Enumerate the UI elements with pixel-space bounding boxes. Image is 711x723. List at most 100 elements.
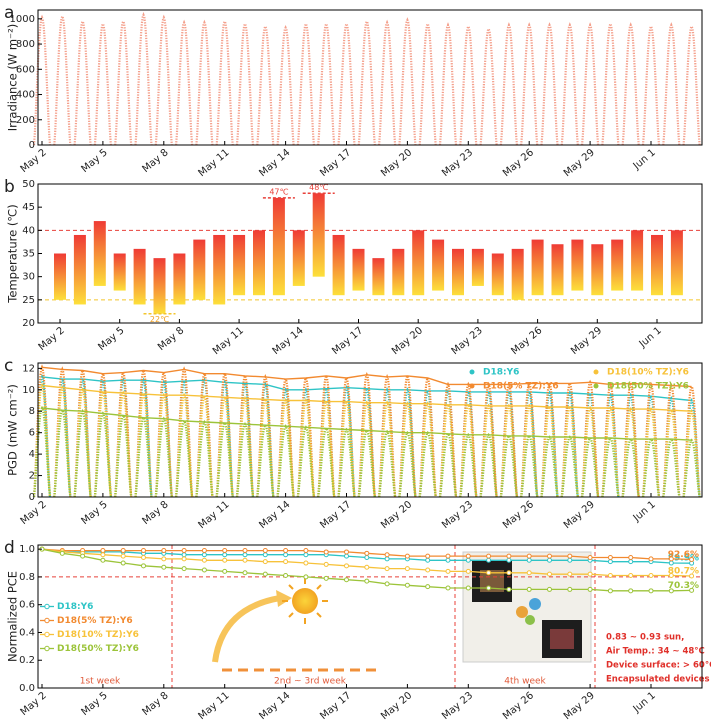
x-tick-label: May 23 [440,147,475,179]
y-tick-label: 0.6 [19,600,35,611]
temperature-bar [253,230,265,296]
daily-cycle [601,21,620,146]
y-tick-label: 6 [29,428,35,439]
daily-cycle [418,375,437,498]
point [364,578,370,584]
point [303,574,309,580]
device-photo [462,551,592,663]
daily-cycle [114,18,133,146]
daily-cycle [256,423,275,498]
point [222,548,228,554]
point [547,571,552,577]
point [404,566,410,572]
point [242,548,248,554]
point [161,564,167,570]
daily-cycle [53,13,72,146]
x-tick-label: May 11 [211,325,246,357]
point [607,559,613,565]
point [222,557,228,563]
point [668,588,674,594]
point [120,560,126,566]
point [607,554,613,560]
daily-cycle [154,14,173,146]
point [344,563,349,569]
temperature-bar [332,234,345,296]
note: Device surface: > 60°C [606,661,711,671]
y-tick-label: 50 [22,179,35,190]
point [587,571,593,577]
daily-cycle [479,26,498,146]
legend-marker [44,631,50,638]
point [100,548,106,554]
daily-cycle [459,402,478,498]
panel-letter: c [4,356,13,376]
decor [529,598,541,610]
temperature-bar [471,248,484,286]
x-tick-label: May 8 [140,499,170,527]
x-tick-label: May 17 [318,499,353,531]
daily-cycle [114,413,133,498]
x-tick-label: Jun 1 [631,147,658,172]
point [547,586,552,592]
temperature-bar [591,244,604,296]
point [607,588,613,594]
point [526,586,532,592]
daily-cycle [682,398,701,498]
temperature-bar [193,239,206,300]
legend-label: D18(50% TZ):Y6 [57,644,139,654]
point [141,548,146,554]
daily-cycle [337,375,356,498]
y-tick-label: 40 [22,225,35,236]
daily-cycle [32,405,52,498]
daily-cycle [560,22,579,146]
daily-cycle [378,19,397,146]
y-tick-label: 400 [16,90,35,101]
legend-label: D18(5% TZ):Y6 [483,382,559,392]
note: Air Temp.: 34 ~ 48°C [606,647,705,657]
point [648,573,654,579]
point [181,548,187,554]
daily-cycle [438,381,458,498]
x-tick-label: May 14 [257,690,292,722]
x-tick-label: May 11 [196,690,231,722]
point [689,556,695,562]
point [262,548,268,554]
value-label: 48℃ [309,183,328,192]
point [344,577,349,583]
point [303,548,309,554]
x-tick-label: May 14 [271,325,306,357]
point [323,561,329,567]
y-tick-label: 8 [29,406,35,417]
x-tick-label: May 29 [562,499,597,531]
daily-cycle [337,399,356,498]
point [303,560,309,566]
point [404,553,410,559]
arrow-head [276,590,292,607]
point [628,554,634,560]
point [465,553,471,559]
daily-cycle [560,404,579,498]
daily-cycle [154,392,173,498]
x-tick-label: May 20 [379,499,414,531]
daily-cycle [540,22,559,146]
point [364,554,370,560]
temperature-bar [133,248,146,305]
daily-cycle [134,11,153,146]
legend-marker [469,369,475,375]
x-tick-label: May 8 [156,325,186,353]
point [100,557,106,563]
point [384,556,390,562]
note: 0.83 ~ 0.93 sun, [606,633,684,643]
point [242,557,248,563]
legend-label: D18:Y6 [57,602,93,612]
point [567,557,573,563]
point [445,585,451,591]
y-tick-label: 12 [22,363,35,374]
temperature-bar [93,221,106,286]
daily-cycle [682,23,701,146]
envelope-line [41,384,692,412]
value-label: 70.3% [668,581,699,591]
device-cell [480,570,504,592]
daily-cycle [459,23,478,146]
x-tick-label: May 5 [80,690,110,718]
